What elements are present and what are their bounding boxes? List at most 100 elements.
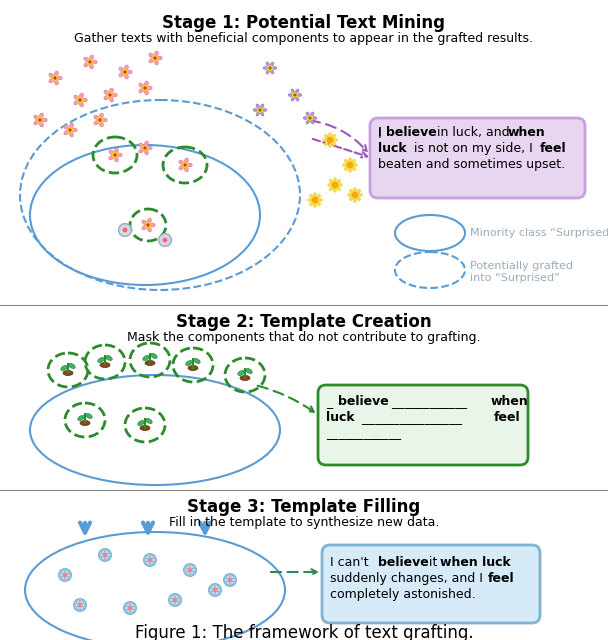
Circle shape [143,146,147,150]
Text: luck: luck [378,142,407,155]
Circle shape [74,598,86,611]
Ellipse shape [246,369,252,374]
Text: I: I [378,126,385,139]
Text: Figure 1: The framework of text grafting.: Figure 1: The framework of text grafting… [135,624,473,640]
Ellipse shape [142,225,147,230]
Ellipse shape [145,90,148,95]
Text: Minority class “Surprised”: Minority class “Surprised” [470,228,608,238]
Circle shape [126,603,130,607]
Circle shape [99,119,101,121]
Circle shape [150,555,154,559]
Ellipse shape [345,167,348,170]
Circle shape [347,163,353,168]
Text: Gather texts with beneficial components to appear in the grafted results.: Gather texts with beneficial components … [75,32,533,45]
Circle shape [98,118,102,122]
Circle shape [333,182,337,188]
Ellipse shape [145,141,148,147]
Circle shape [123,70,127,74]
Ellipse shape [154,51,158,56]
Ellipse shape [138,420,144,426]
Ellipse shape [125,74,128,79]
Ellipse shape [337,180,340,183]
Circle shape [184,564,196,576]
Circle shape [147,561,150,565]
Circle shape [226,575,230,579]
Ellipse shape [34,115,39,120]
Circle shape [171,595,175,598]
Ellipse shape [109,150,114,154]
Ellipse shape [337,187,340,190]
Circle shape [229,579,232,581]
Ellipse shape [353,164,358,166]
Ellipse shape [262,109,267,111]
Ellipse shape [154,60,158,65]
Ellipse shape [261,104,264,108]
Circle shape [150,561,154,565]
Ellipse shape [143,356,149,360]
Ellipse shape [69,132,74,137]
Circle shape [78,604,81,606]
Ellipse shape [308,199,312,201]
Ellipse shape [80,102,83,107]
Circle shape [132,606,136,610]
Circle shape [102,556,105,560]
Text: ____________: ____________ [388,395,471,408]
Ellipse shape [42,118,47,122]
Ellipse shape [157,56,162,60]
Ellipse shape [147,146,152,150]
Ellipse shape [92,60,97,64]
Ellipse shape [139,88,143,93]
Ellipse shape [89,55,93,60]
Circle shape [174,598,176,602]
Circle shape [130,609,134,613]
Ellipse shape [100,122,103,127]
Circle shape [80,606,83,610]
Ellipse shape [117,153,122,157]
Circle shape [54,77,56,79]
Ellipse shape [57,76,62,80]
Ellipse shape [313,116,317,119]
Circle shape [210,588,213,592]
Circle shape [102,550,105,554]
Ellipse shape [325,142,328,145]
Ellipse shape [303,116,308,119]
Ellipse shape [142,220,147,225]
Ellipse shape [112,93,117,97]
Circle shape [190,572,193,575]
Ellipse shape [309,202,313,205]
Text: in luck, and: in luck, and [433,126,514,139]
Circle shape [78,98,82,102]
Ellipse shape [179,160,184,164]
Circle shape [67,573,71,577]
Ellipse shape [148,227,151,232]
Ellipse shape [145,360,155,365]
Circle shape [159,234,171,246]
Ellipse shape [295,97,299,101]
Circle shape [190,565,193,569]
Ellipse shape [63,371,73,376]
Circle shape [75,603,78,607]
Text: I can't: I can't [330,556,373,569]
Ellipse shape [323,139,327,141]
Text: suddenly changes, and I: suddenly changes, and I [330,572,487,585]
Circle shape [183,163,187,167]
FancyBboxPatch shape [370,118,585,198]
Ellipse shape [194,358,200,364]
Ellipse shape [357,197,361,200]
Ellipse shape [295,89,299,93]
Circle shape [309,117,311,119]
Circle shape [224,573,237,586]
Ellipse shape [184,166,188,172]
Ellipse shape [345,159,348,163]
Text: Potentially grafted
into “Surprised”: Potentially grafted into “Surprised” [470,261,573,283]
Ellipse shape [106,356,112,360]
Text: ____________: ____________ [326,427,401,440]
Circle shape [153,56,157,60]
Ellipse shape [114,157,119,162]
Circle shape [217,588,220,592]
Ellipse shape [151,353,157,358]
Ellipse shape [40,113,43,118]
Circle shape [224,578,228,582]
Ellipse shape [86,413,92,419]
Circle shape [64,573,66,577]
